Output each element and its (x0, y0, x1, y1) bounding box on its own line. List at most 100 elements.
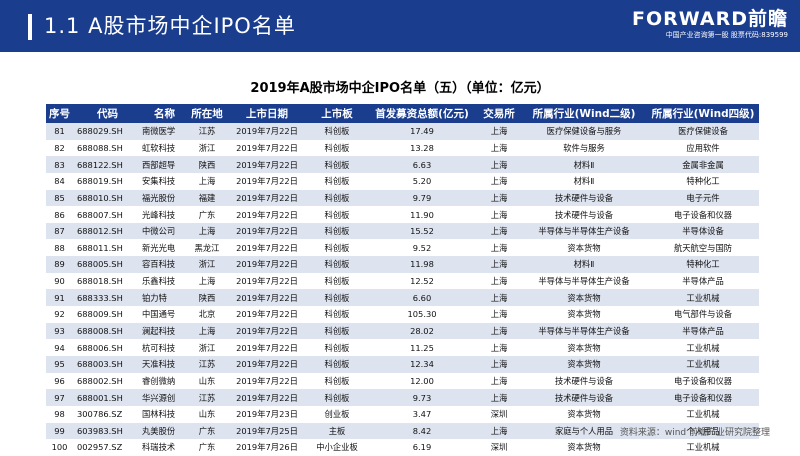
table-row: 91 688333.SH 铂力特 陕西 2019年7月22日 科创板 6.60 上海 资本货物工… (46, 289, 759, 307)
table-cell: 江苏 (187, 123, 227, 140)
table-cell: 2019年7月25日 (227, 422, 307, 440)
table-cell: 2019年7月22日 (227, 156, 307, 173)
table-row: 90 688018.SH 乐鑫科技 上海 2019年7月22日 科创板 12.52 上海 半导体… (46, 272, 759, 290)
table-cell: 电气部件与设备 (647, 306, 759, 323)
table-cell: 81 (46, 123, 73, 140)
table-row: 86 688007.SH 光峰科技 广东 2019年7月22日 科创板 11.90 上海 技术硬… (46, 206, 759, 223)
table-cell: 浙江 (187, 139, 227, 157)
table-cell: 科创板 (307, 239, 367, 257)
table-cell: 家庭与个人用品 (521, 422, 647, 440)
table-cell: 12.34 (367, 355, 477, 373)
table-cell: 300786.SZ (73, 405, 142, 423)
table-cell: 睿创微纳 (142, 372, 187, 390)
table-cell: 中小企业板 (307, 439, 367, 456)
table-cell: 科瑞技术 (142, 439, 187, 456)
forward-logo: FORWARD前瞻 中国产业咨询第一股 股票代码:839599 (628, 8, 788, 40)
table-cell: 科创板 (307, 372, 367, 390)
table-cell: 科创板 (307, 256, 367, 273)
table-cell: 6.63 (367, 156, 477, 173)
table-cell: 材料Ⅱ (521, 156, 647, 173)
table-cell: 科创板 (307, 339, 367, 356)
table-cell: 浙江 (187, 256, 227, 273)
table-cell: 86 (46, 206, 73, 223)
table-cell: 半导体产品 (647, 272, 759, 290)
table-cell: 广东 (187, 422, 227, 440)
table-cell: 6.19 (367, 439, 477, 456)
table-cell: 资本货物 (521, 289, 647, 307)
table-cell: 688010.SH (73, 189, 142, 207)
table-cell: 84 (46, 172, 73, 190)
table-cell: 软件与服务 (521, 139, 647, 157)
table-cell: 广东 (187, 439, 227, 456)
column-header: 所属行业(Wind二级) (521, 104, 647, 123)
table-cell: 科创板 (307, 172, 367, 190)
table-cell: 88 (46, 239, 73, 257)
column-header: 首发募资总额(亿元) (367, 104, 477, 123)
table-cell: 北京 (187, 306, 227, 323)
table-row: 92 688009.SH 中国通号 北京 2019年7月22日 科创板 105.30 上海 资本… (46, 306, 759, 323)
table-cell: 技术硬件与设备 (521, 189, 647, 207)
table-cell: 福光股份 (142, 189, 187, 207)
table-cell: 688011.SH (73, 239, 142, 257)
table-cell: 工业机械 (647, 405, 759, 423)
table-cell: 深圳 (477, 439, 521, 456)
table-row: 93 688008.SH 澜起科技 上海 2019年7月22日 科创板 28.02 上海 半导体… (46, 322, 759, 340)
table-cell: 技术硬件与设备 (521, 206, 647, 223)
table-cell: 航天航空与国防 (647, 239, 759, 257)
table-cell: 科创板 (307, 222, 367, 240)
column-header: 所属行业(Wind四级) (647, 104, 759, 123)
table-cell: 科创板 (307, 389, 367, 406)
table-cell: 8.42 (367, 422, 477, 440)
table-cell: 科创板 (307, 289, 367, 307)
table-cell: 2019年7月22日 (227, 172, 307, 190)
table-cell: 12.00 (367, 372, 477, 390)
table-cell: 光峰科技 (142, 206, 187, 223)
table-cell: 2019年7月26日 (227, 439, 307, 456)
table-cell: 上海 (477, 355, 521, 373)
table-cell: 资本货物 (521, 405, 647, 423)
table-cell: 容百科技 (142, 256, 187, 273)
table-cell: 688009.SH (73, 306, 142, 323)
table-cell: 工业机械 (647, 339, 759, 356)
table-cell: 688008.SH (73, 322, 142, 340)
column-header: 名称 (142, 104, 187, 123)
table-cell: 上海 (187, 222, 227, 240)
table-cell: 深圳 (477, 405, 521, 423)
table-cell: 主板 (307, 422, 367, 440)
table-cell: 特种化工 (647, 172, 759, 190)
table-cell: 87 (46, 222, 73, 240)
table-cell: 15.52 (367, 222, 477, 240)
table-cell: 上海 (477, 206, 521, 223)
table-cell: 个人用品 (647, 422, 759, 440)
table-cell: 电子设备和仪器 (647, 206, 759, 223)
table-cell: 陕西 (187, 156, 227, 173)
table-cell: 688122.SH (73, 156, 142, 173)
table-cell: 2019年7月22日 (227, 139, 307, 157)
table-cell: 丸美股份 (142, 422, 187, 440)
table-cell: 上海 (477, 289, 521, 307)
table-cell: 688005.SH (73, 256, 142, 273)
table-cell: 2019年7月22日 (227, 355, 307, 373)
table-cell: 半导体与半导体生产设备 (521, 222, 647, 240)
table-cell: 688007.SH (73, 206, 142, 223)
table-cell: 电子设备和仪器 (647, 389, 759, 406)
table-cell: 688006.SH (73, 339, 142, 356)
table-cell: 科创板 (307, 189, 367, 207)
table-cell: 3.47 (367, 405, 477, 423)
table-cell: 83 (46, 156, 73, 173)
table-row: 96 688002.SH 睿创微纳 山东 2019年7月22日 科创板 12.00 上海 技术硬… (46, 372, 759, 390)
table-cell: 资本货物 (521, 239, 647, 257)
table-cell: 89 (46, 256, 73, 273)
table-row: 94 688006.SH 杭可科技 浙江 2019年7月22日 科创板 11.25 上海 资本货… (46, 339, 759, 356)
table-cell: 电子设备和仪器 (647, 372, 759, 390)
table-title: 2019年A股市场中企IPO名单（五）（单位：亿元） (250, 81, 550, 96)
table-cell: 应用软件 (647, 139, 759, 157)
table-cell: 603983.SH (73, 422, 142, 440)
table-cell: 资本货物 (521, 306, 647, 323)
table-cell: 100 (46, 439, 73, 456)
table-cell: 上海 (477, 239, 521, 257)
table-cell: 南微医学 (142, 123, 187, 140)
table-cell: 688012.SH (73, 222, 142, 240)
table-cell: 90 (46, 272, 73, 290)
table-cell: 91 (46, 289, 73, 307)
